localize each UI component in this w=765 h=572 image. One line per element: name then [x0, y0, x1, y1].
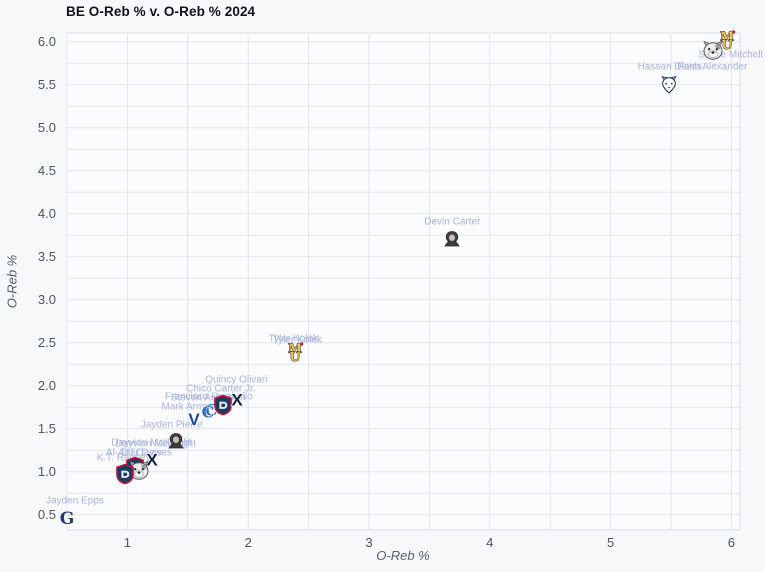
- player-label: Chico Carter Jr.: [186, 383, 256, 395]
- marquette-mu-icon: M U: [716, 30, 737, 50]
- player-point[interactable]: [702, 40, 724, 61]
- uconn-husky-icon: [659, 75, 678, 94]
- player-point[interactable]: C: [200, 404, 217, 420]
- y-tick-label: 1.5: [37, 421, 56, 437]
- player-point[interactable]: [115, 463, 134, 485]
- y-tick-label: 0.5: [37, 507, 56, 523]
- player-label: Steven Ashworth: [170, 392, 246, 403]
- player-label: Stevie Mitchell: [698, 49, 763, 61]
- y-axis-title: O-Reb %: [4, 254, 20, 309]
- butler-bulldog-icon: [128, 460, 150, 480]
- x-tick-label: 6: [727, 535, 736, 550]
- providence-friar-icon: [444, 230, 461, 247]
- xavier-x-icon: X: [229, 392, 246, 408]
- player-point[interactable]: V: [184, 411, 204, 427]
- svg-text:M: M: [720, 30, 734, 44]
- x-axis-title: O-Reb %: [376, 548, 430, 563]
- svg-text:V: V: [188, 411, 200, 427]
- player-label: DJ Davis: [121, 447, 162, 459]
- seton-hall-shield-icon: [115, 463, 134, 485]
- player-point[interactable]: M U: [716, 30, 737, 50]
- player-point[interactable]: X: [143, 452, 160, 468]
- y-tick-label: 5.5: [37, 77, 56, 93]
- svg-text:X: X: [232, 392, 244, 408]
- svg-text:X: X: [146, 452, 158, 468]
- y-tick-label: 4.0: [37, 206, 56, 222]
- player-label: Dayvion McKnight: [111, 437, 192, 449]
- player-label: Mark Armstrong: [161, 401, 233, 413]
- player-point[interactable]: [167, 432, 184, 449]
- depaul-shield-icon: [213, 394, 232, 415]
- x-tick-label: 5: [606, 535, 615, 550]
- y-tick-label: 3.0: [37, 292, 56, 308]
- creighton-c-icon: C: [200, 404, 217, 420]
- player-label: Quincy Olivari: [205, 374, 268, 386]
- y-tick-label: 1.0: [37, 464, 56, 480]
- player-label: Jayden Epps: [46, 495, 104, 507]
- player-point[interactable]: M U: [285, 342, 306, 362]
- svg-text:M: M: [288, 342, 302, 356]
- player-label: Hassan Diarra: [637, 61, 702, 73]
- butler-bulldog-icon: [702, 40, 724, 61]
- player-label: Francisco Farabello: [164, 391, 253, 403]
- player-label: Devin Carter: [424, 216, 481, 228]
- marquette-mu-icon: M U: [285, 342, 306, 362]
- player-point[interactable]: X: [229, 392, 246, 408]
- x-tick-label: 2: [244, 535, 252, 550]
- player-label: Al-Amir Dawes: [105, 447, 173, 459]
- y-tick-label: 5.0: [37, 120, 56, 136]
- player-label: Jayden Pierre: [140, 419, 203, 431]
- player-point[interactable]: [213, 394, 232, 415]
- villanova-v-icon: V: [184, 411, 204, 427]
- player-label: K.T. Raimey: [96, 452, 151, 464]
- player-label-ghost: Tyler Kolek: [272, 334, 323, 346]
- player-label: Tyler Kolek: [268, 333, 319, 345]
- player-point[interactable]: [659, 75, 678, 94]
- providence-friar-icon: [167, 432, 184, 449]
- y-tick-label: 2.0: [37, 378, 56, 394]
- player-point[interactable]: G: [58, 510, 76, 527]
- y-tick-label: 4.5: [37, 163, 56, 179]
- x-tick-label: 3: [365, 535, 373, 550]
- svg-text:G: G: [60, 510, 75, 527]
- player-label: Posh Alexander: [677, 61, 748, 73]
- svg-text:U: U: [290, 349, 301, 362]
- y-tick-label: 6.0: [37, 34, 56, 50]
- x-tick-label: 1: [123, 535, 132, 550]
- georgetown-g-icon: G: [58, 510, 76, 527]
- svg-text:C: C: [202, 404, 215, 420]
- y-tick-label: 3.5: [37, 249, 56, 265]
- x-tick-label: 4: [486, 535, 494, 550]
- xavier-x-icon: X: [143, 452, 160, 468]
- player-point[interactable]: [444, 230, 461, 247]
- chart-title: BE O-Reb % v. O-Reb % 2024: [66, 4, 256, 19]
- player-point[interactable]: [128, 460, 150, 480]
- player-label-ghost: Dayvion McKnight: [115, 438, 196, 450]
- y-tick-label: 2.5: [37, 335, 56, 351]
- svg-text:U: U: [721, 37, 732, 50]
